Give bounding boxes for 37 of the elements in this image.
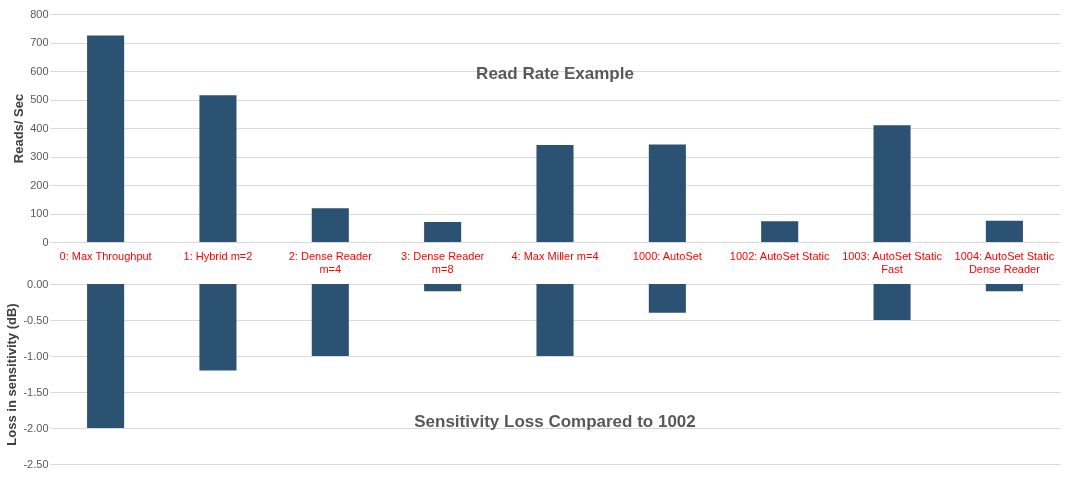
- bar: [761, 221, 799, 242]
- bar: [985, 220, 1023, 242]
- y-tick-label: -2.00: [23, 421, 49, 434]
- y-tick-label: 400: [30, 121, 49, 134]
- x-tick-label: 2: Dense Reader m=4: [288, 249, 373, 275]
- x-tick-label: 1002: AutoSet Static: [729, 249, 831, 262]
- x-tick-label: 0: Max Throughput: [59, 249, 152, 262]
- y-tick-label: 500: [30, 93, 49, 105]
- x-tick-label: 3: Dense Reader m=8: [401, 249, 485, 275]
- y-tick-label: 800: [30, 7, 49, 20]
- text: Sensitivity Loss Compared to 1002: [414, 412, 696, 431]
- y-tick-label: 300: [30, 150, 49, 162]
- bar: [648, 144, 686, 242]
- bar: [424, 222, 462, 242]
- y-tick-label: 700: [30, 36, 49, 48]
- bar: [87, 35, 125, 242]
- y-tick-label: -0.50: [23, 313, 49, 326]
- bar: [199, 95, 237, 242]
- y-tick-label: 0: [42, 235, 49, 248]
- x-tick-label: 4: Max Miller m=4: [511, 249, 599, 262]
- y-axis-title: Reads/ Sec: [11, 93, 27, 164]
- bar: [873, 125, 911, 242]
- x-tick-label: 1003: AutoSet Static Fast: [842, 249, 943, 275]
- bar: [311, 208, 349, 242]
- y-tick-label: 0.00: [27, 277, 49, 290]
- y-tick-label: -2.50: [23, 457, 49, 470]
- y-axis-title: Loss in sensitivity (dB): [4, 303, 20, 446]
- x-tick-label: 1004: AutoSet Static Dense Reader: [954, 249, 1055, 275]
- y-tick-label: 100: [30, 207, 49, 219]
- text: Read Rate Example: [476, 64, 634, 83]
- y-tick-label: 600: [30, 64, 49, 77]
- y-tick-label: -1.50: [23, 385, 49, 398]
- x-tick-label: 1: Hybrid m=2: [183, 249, 253, 262]
- bar: [536, 145, 574, 242]
- y-tick-label: -1.00: [23, 349, 49, 362]
- x-tick-label: 1000: AutoSet: [632, 249, 702, 262]
- y-tick-label: 200: [30, 178, 49, 191]
